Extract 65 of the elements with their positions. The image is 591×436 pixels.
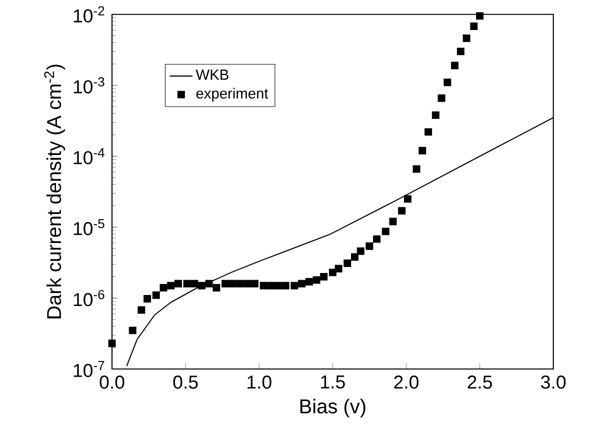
y-tick-label: 10$^{-6}$ (74, 290, 104, 306)
point (160, 284, 168, 292)
point (174, 280, 182, 288)
point (305, 278, 313, 286)
point (144, 295, 152, 303)
point (320, 273, 328, 281)
y-tick-label: 10$^{-4}$ (74, 148, 104, 164)
point (298, 280, 306, 288)
point (389, 218, 397, 226)
point (244, 280, 252, 288)
point (274, 282, 282, 290)
x-axis-title: Bias (v) (300, 398, 366, 418)
x-tick-label: 1.5 (321, 376, 345, 389)
x-tick-label: 3.0 (541, 376, 566, 389)
point (198, 282, 206, 290)
point (328, 268, 336, 276)
point (424, 128, 432, 136)
point (356, 248, 364, 255)
point (476, 12, 484, 20)
point (167, 282, 175, 290)
point (438, 94, 446, 102)
point (444, 78, 452, 86)
point (222, 280, 230, 288)
point (412, 165, 420, 173)
point (334, 265, 342, 273)
point (398, 207, 406, 215)
x-tick-label: 2.5 (468, 376, 492, 389)
point (432, 112, 440, 119)
point (470, 22, 478, 30)
point (344, 260, 352, 268)
point (212, 284, 220, 292)
point (152, 292, 160, 300)
point (451, 62, 459, 70)
point (366, 242, 374, 250)
point (382, 228, 390, 236)
x-tick-label: 2.0 (394, 376, 418, 389)
y-tick-label: 10$^{-2}$ (74, 6, 104, 23)
y-axis-title: Dark current density (A cm$^{-2}$) (44, 64, 66, 318)
point (228, 280, 236, 288)
legend-label: WKB (196, 70, 228, 80)
x-tick-label: 0.5 (173, 376, 198, 389)
point (138, 306, 146, 314)
point (456, 48, 464, 56)
point (205, 280, 213, 288)
point (312, 276, 320, 284)
point (128, 326, 136, 334)
y-tick-label: 10$^{-3}$ (74, 77, 104, 94)
point (267, 282, 275, 290)
point (250, 280, 258, 288)
point (404, 195, 412, 203)
point (108, 340, 116, 348)
x-tick-label: 0.0 (100, 376, 124, 389)
point (462, 34, 470, 42)
point (290, 282, 298, 290)
y-tick-label: 10$^{-5}$ (74, 219, 104, 236)
point (373, 235, 381, 243)
x-tick-label: 1.0 (248, 376, 272, 389)
legend-label: experiment (196, 88, 268, 102)
point (236, 280, 244, 288)
point (190, 280, 198, 288)
point (282, 282, 290, 290)
point (418, 147, 426, 155)
point (351, 253, 358, 261)
point (183, 280, 191, 288)
point (260, 282, 268, 290)
